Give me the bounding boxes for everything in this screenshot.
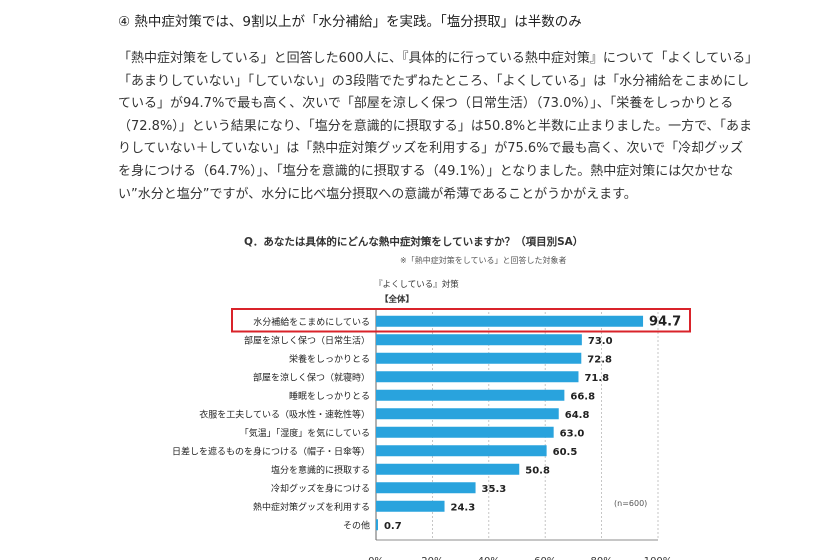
highlight-box: [231, 308, 691, 333]
value-label: 50.8: [525, 465, 550, 476]
category-label: 熱中症対策グッズを利用する: [253, 501, 370, 513]
category-label: 冷却グッズを身につける: [271, 482, 370, 494]
value-label: 72.8: [587, 354, 612, 365]
paragraph-text: 「熱中症対策をしている」と回答した600人に、『具体的に行っている熱中症対策』に…: [118, 51, 753, 202]
sample-size-label: (n=600): [614, 499, 648, 508]
category-label: 衣服を工夫している（吸水性・速乾性等）: [199, 408, 370, 420]
x-tick-label: 100%: [644, 556, 673, 560]
category-label: 水分補給をこまめにしている: [253, 316, 370, 328]
value-label: 63.0: [560, 428, 585, 439]
x-tick-label: 40%: [478, 556, 500, 560]
series-label: 『よくしている』対策: [374, 280, 459, 290]
bar: [376, 482, 476, 494]
bar: [376, 463, 520, 475]
category-label: その他: [343, 519, 370, 531]
bar: [376, 445, 547, 457]
group-label: 【全体】: [380, 295, 415, 305]
bar: [376, 500, 445, 512]
bar: [376, 352, 582, 364]
bar: [376, 371, 579, 383]
chart-title: Q．あなたは具体的にどんな熱中症対策をしていますか？（項目別SA）: [244, 236, 584, 248]
x-tick-label: 0%: [368, 556, 384, 560]
chart-note: ※「熱中症対策をしている」と回答した対象者: [400, 256, 567, 265]
category-label: 部屋を涼しく保つ（就寝時）: [253, 371, 370, 383]
category-label: 塩分を意識的に摂取する: [271, 464, 370, 476]
body-paragraph: 「熱中症対策をしている」と回答した600人に、『具体的に行っている熱中症対策』に…: [118, 48, 754, 206]
value-label: 64.8: [565, 410, 590, 421]
x-tick-label: 80%: [590, 556, 612, 560]
bar: [376, 334, 582, 346]
bar: [376, 426, 554, 438]
value-label: 94.7: [649, 314, 681, 329]
bar: [376, 315, 644, 327]
x-tick-label: 60%: [534, 556, 556, 560]
bar: [376, 519, 378, 531]
x-tick-label: 20%: [421, 556, 443, 560]
value-label: 60.5: [553, 447, 578, 458]
value-label: 71.8: [584, 373, 609, 384]
value-label: 24.3: [451, 502, 476, 513]
bar: [376, 389, 565, 401]
category-label: 日差しを遮るものを身につける（帽子・日傘等）: [172, 445, 370, 457]
category-label: 「気温」「湿度」を気にしている: [240, 427, 370, 439]
value-label: 35.3: [482, 484, 507, 495]
bar: [376, 408, 559, 420]
category-label: 睡眠をしっかりとる: [289, 390, 370, 402]
value-label: 73.0: [588, 336, 613, 347]
section-heading: ④ 熱中症対策では、9割以上が「水分補給」を実践。「塩分摂取」は半数のみ: [118, 14, 582, 30]
value-label: 66.8: [570, 391, 595, 402]
value-label: 0.7: [384, 521, 402, 532]
category-label: 栄養をしっかりとる: [289, 353, 370, 365]
category-label: 部屋を涼しく保つ（日常生活）: [244, 334, 370, 346]
